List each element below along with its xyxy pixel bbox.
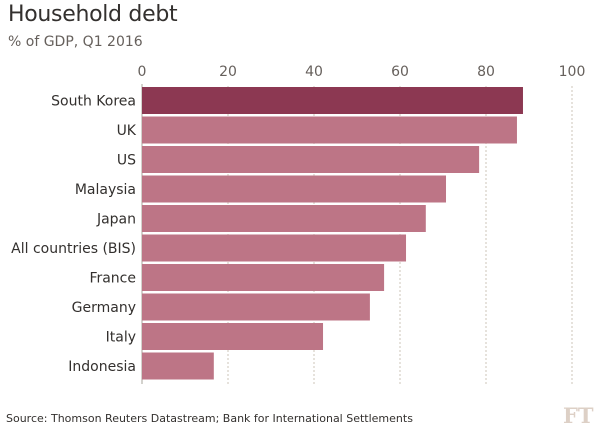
category-label: Indonesia	[68, 359, 136, 375]
label-layer: 0 20 40 60 80 100 South Korea UK US Malaysia Japan…	[11, 64, 585, 375]
ft-logo: FT	[563, 403, 594, 428]
bar-layer	[142, 87, 523, 380]
bar	[142, 146, 480, 173]
category-label: Malaysia	[75, 182, 136, 198]
category-label: All countries (BIS)	[11, 241, 136, 257]
bar	[142, 264, 385, 291]
x-tick-label: 60	[391, 64, 409, 80]
category-label: Japan	[96, 212, 136, 228]
bar	[142, 87, 523, 114]
bar	[142, 234, 407, 262]
x-tick-label: 40	[305, 64, 323, 80]
category-label: UK	[117, 123, 137, 139]
bar	[142, 116, 517, 144]
category-label: Germany	[72, 300, 136, 316]
category-label: Italy	[106, 330, 136, 346]
bar	[142, 293, 370, 321]
bar	[142, 352, 214, 380]
category-label: US	[117, 153, 136, 169]
x-tick-label: 100	[559, 64, 586, 80]
category-label: France	[89, 271, 136, 287]
x-tick-label: 0	[138, 64, 147, 80]
chart-subtitle: % of GDP, Q1 2016	[8, 34, 143, 50]
x-tick-label: 80	[477, 64, 495, 80]
chart-title: Household debt	[8, 2, 178, 27]
bar	[142, 175, 447, 203]
x-tick-label: 20	[219, 64, 237, 80]
bar	[142, 205, 426, 232]
source-note: Source: Thomson Reuters Datastream; Bank…	[6, 412, 413, 425]
bar	[142, 323, 324, 350]
category-label: South Korea	[51, 94, 136, 110]
